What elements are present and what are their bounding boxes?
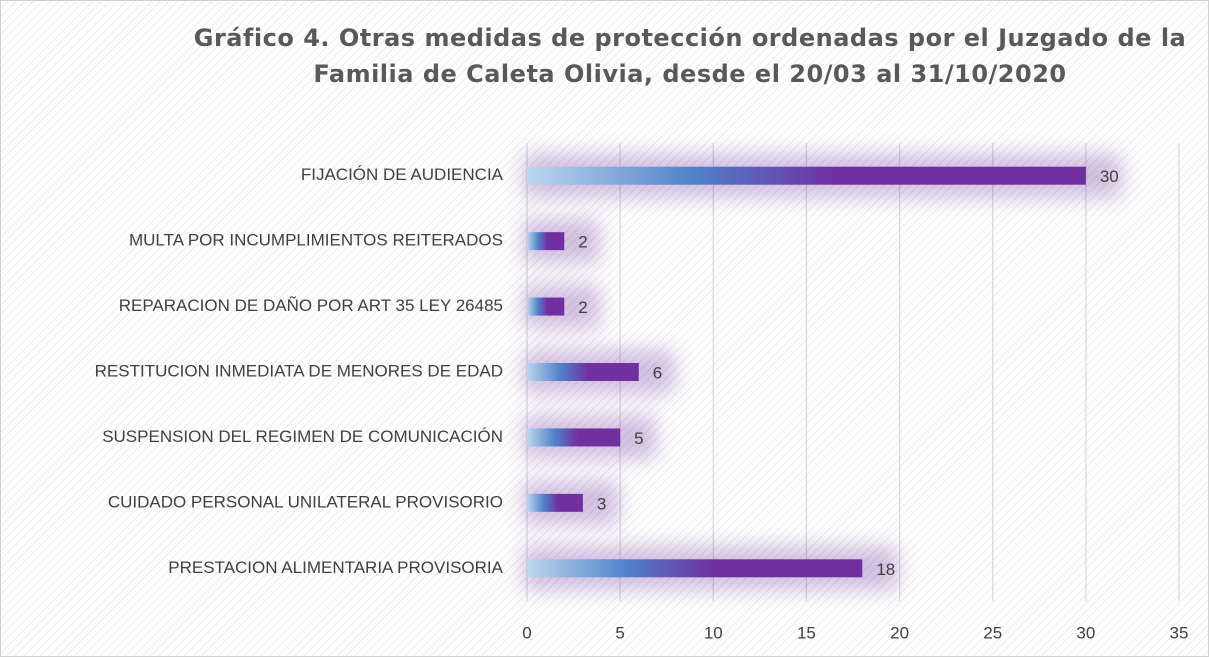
y-tick-label: SUSPENSION DEL REGIMEN DE COMUNICACIÓN [102, 427, 503, 446]
x-tick-label: 10 [704, 623, 723, 642]
x-tick-label: 25 [983, 623, 1002, 642]
value-label: 18 [876, 560, 895, 579]
bar [527, 297, 565, 316]
value-label: 2 [578, 233, 587, 252]
value-label: 30 [1100, 167, 1119, 186]
bar [527, 493, 583, 512]
value-label: 6 [653, 363, 662, 382]
value-label: 5 [634, 429, 643, 448]
value-label: 3 [597, 494, 606, 513]
chart-title: Gráfico 4. Otras medidas de protección o… [193, 24, 1187, 88]
y-tick-label: REPARACION DE DAÑO POR ART 35 LEY 26485 [119, 296, 503, 315]
x-tick-label: 35 [1170, 623, 1189, 642]
bar [527, 363, 639, 381]
y-tick-label: PRESTACION ALIMENTARIA PROVISORIA [168, 558, 503, 577]
bar [527, 166, 1086, 185]
y-tick-label: FIJACIÓN DE AUDIENCIA [301, 165, 504, 184]
y-tick-label: MULTA POR INCUMPLIMIENTOS REITERADOS [129, 231, 503, 250]
bar [527, 232, 565, 251]
y-tick-label: RESTITUCION INMEDIATA DE MENORES DE EDAD [95, 361, 503, 380]
bar [527, 559, 863, 578]
bar [527, 428, 621, 447]
x-tick-label: 30 [1076, 623, 1095, 642]
x-tick-label: 15 [797, 623, 816, 642]
y-tick-label: CUIDADO PERSONAL UNILATERAL PROVISORIO [108, 492, 503, 511]
x-tick-label: 0 [522, 623, 531, 642]
value-label: 2 [578, 298, 587, 317]
x-tick-label: 20 [890, 623, 909, 642]
x-tick-label: 5 [615, 623, 624, 642]
